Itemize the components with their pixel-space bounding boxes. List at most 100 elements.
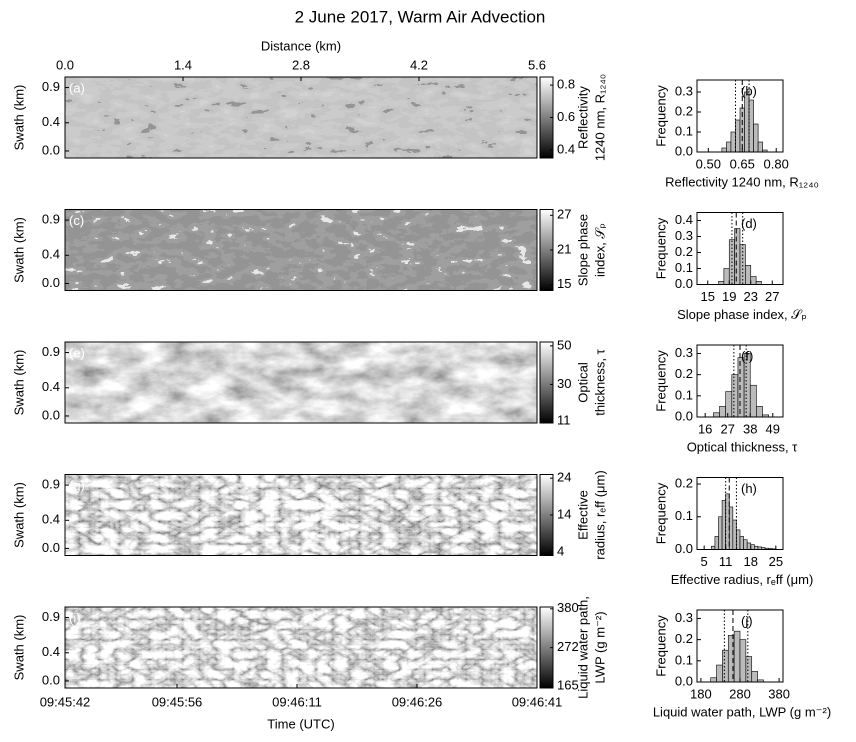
y-tick-label: 0.1	[675, 260, 693, 275]
panel-label: (j)	[741, 613, 753, 628]
hist-bar	[730, 131, 736, 153]
hist-bar	[736, 529, 741, 550]
hist-bar	[746, 542, 752, 550]
y-tick-label: 0.1	[675, 652, 693, 667]
colorbar-tick-label: 50	[557, 337, 571, 352]
y-tick-label: 0.0	[42, 672, 60, 687]
y-tick-label: 0.3	[675, 345, 693, 360]
y-tick-label: 0.3	[675, 228, 693, 243]
hist-bar	[757, 141, 763, 153]
y-tick-label: 0.1	[675, 123, 693, 138]
hist-bar	[749, 384, 757, 418]
hist-frame	[696, 212, 784, 285]
x-tick-label: 380	[768, 686, 790, 701]
y-tick-label: 0.0	[42, 540, 60, 555]
y-tick-label: 0.1	[675, 387, 693, 402]
colorbar-tick-label: 272	[557, 639, 579, 654]
hist-bar	[756, 406, 763, 418]
colorbar-label: thickness, τ	[592, 348, 607, 415]
x-axis-label: Slope phase index, 𝒮ₚ	[677, 307, 807, 322]
x-tick-label: 0.50	[696, 156, 721, 171]
y-tick-label: 0.0	[42, 142, 60, 157]
colorbar	[539, 341, 554, 424]
y-tick-label: 0.0	[42, 407, 60, 422]
colorbar-tick-label: 24	[557, 470, 571, 485]
y-tick-label: 0.0	[675, 143, 693, 158]
y-axis-label: Frequency	[653, 85, 668, 147]
x-tick-label: 23	[744, 289, 758, 304]
hist-bar	[744, 91, 750, 153]
x-tick-label: 38	[743, 421, 757, 436]
hist-bar	[739, 244, 746, 285]
y-axis-label: Swath (km)	[11, 482, 26, 548]
x-tick-label: 09:46:11	[272, 694, 322, 709]
figure-title: 2 June 2017, Warm Air Advection	[295, 7, 546, 26]
x-axis-label: Reflectivity 1240 nm, R₁₂₄₀	[665, 174, 819, 189]
colorbar-tick-label: 4	[557, 543, 564, 558]
x-axis-label: Liquid water path, LWP (g m⁻²)	[653, 704, 831, 719]
x-axis-label: Effective radius, rₑff (μm)	[671, 572, 814, 587]
hist-bar	[745, 656, 753, 683]
x-tick-label: 19	[722, 289, 736, 304]
hist-bar	[725, 493, 730, 550]
y-tick-label: 0.0	[675, 276, 693, 291]
x-tick-label: 16	[698, 421, 712, 436]
hist-bar	[718, 516, 723, 550]
hist-bar	[745, 264, 752, 285]
y-tick-label: 0.9	[42, 609, 60, 624]
hist-bar	[753, 123, 759, 153]
hist-bar	[748, 99, 754, 153]
panel-label: (e)	[69, 345, 85, 360]
panel-label: (i)	[69, 610, 81, 625]
y-axis-label: Frequency	[653, 615, 668, 677]
y-tick-label: 0.9	[42, 344, 60, 359]
image-frame	[64, 209, 538, 291]
x-tick-label: 2.8	[292, 57, 310, 72]
hist-bar	[737, 357, 745, 418]
y-tick-label: 0.1	[675, 508, 693, 523]
panel-label: (a)	[69, 80, 85, 95]
hist-bar	[714, 536, 719, 550]
x-axis-label: Optical thickness, τ	[687, 439, 798, 454]
y-tick-label: 0.4	[675, 212, 693, 227]
hist-bar	[723, 268, 730, 285]
x-tick-label: 25	[769, 554, 783, 569]
colorbar-label: Optical	[575, 362, 590, 403]
colorbar-label: 1240 nm, R₁₂₄₀	[592, 74, 607, 161]
panel-label: (d)	[741, 216, 757, 231]
hist-bar	[751, 671, 758, 683]
hist-bar	[743, 539, 748, 550]
hist-bar	[726, 141, 732, 153]
colorbar-tick-label: 14	[557, 506, 571, 521]
y-tick-label: 0.2	[675, 366, 693, 381]
y-tick-label: 0.4	[42, 114, 60, 129]
panel-label: (b)	[741, 83, 757, 98]
hist-bar	[731, 374, 739, 418]
colorbar-label: Slope phase	[575, 214, 590, 286]
x-tick-label: 0.0	[56, 57, 74, 72]
x-tick-label: 280	[729, 686, 751, 701]
y-tick-label: 0.4	[42, 512, 60, 527]
hist-bar	[750, 276, 757, 285]
image-panel	[65, 607, 537, 688]
hist-bar	[721, 147, 727, 153]
colorbar-tick-label: 0.6	[557, 109, 575, 124]
x-tick-label: 27	[720, 421, 734, 436]
colorbar-tick-label: 165	[557, 678, 579, 693]
colorbar-label: Effective	[575, 490, 590, 540]
y-tick-label: 0.3	[675, 610, 693, 625]
panel-label: (c)	[69, 213, 84, 228]
hist-bar	[725, 391, 733, 418]
panel-label: (h)	[741, 481, 757, 496]
y-tick-label: 0.4	[42, 379, 60, 394]
y-axis-label: Swath (km)	[11, 350, 26, 416]
hist-bar	[739, 639, 747, 683]
x-tick-label: 0.80	[764, 156, 789, 171]
y-tick-label: 0.2	[675, 475, 693, 490]
x-tick-label: 5	[701, 554, 708, 569]
y-tick-label: 0.0	[675, 673, 693, 688]
colorbar-tick-label: 380	[557, 600, 579, 615]
x-tick-label: 27	[765, 289, 779, 304]
x-tick-label: 09:45:56	[152, 694, 203, 709]
x-tick-label: 49	[766, 421, 780, 436]
